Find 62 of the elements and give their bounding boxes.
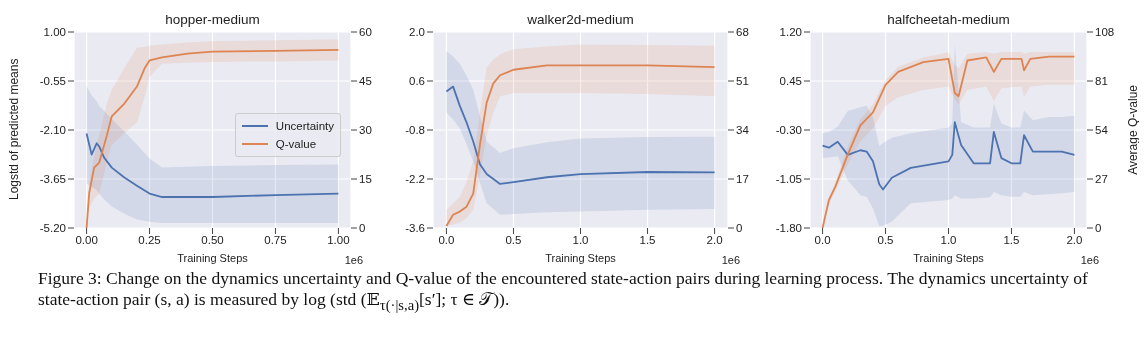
line-series (821, 121, 1076, 191)
y-axis-title: Logstd of predicted means (7, 58, 22, 200)
y2-tick-label: 81 (1095, 75, 1108, 88)
x-tick-label: 2.0 (706, 234, 723, 247)
chart-title: walker2d-medium (526, 12, 635, 27)
text: 1e6 (721, 254, 740, 266)
y-tick-label: 2.0 (409, 26, 425, 39)
x-axis-title: Training Steps (545, 252, 617, 264)
y2-axis-title: Average Q-value (1126, 84, 1141, 175)
caption: Figure 3: Change on the dynamics uncertainty and Q-value of the encountered state-action pairs during learning process. The dynamics uncertainty of state-action pair (s, a) is measured by log (std (𝔼$_{τ(·|s,a)}$[s′]; τ ∈ 𝒯)). (37, 267, 1089, 315)
y-tick-label: 0.45 (779, 75, 802, 88)
y2-tick-label: 27 (1095, 173, 1108, 186)
y2-tick-label: 0 (1095, 222, 1102, 235)
legend-label: Uncertainty (275, 119, 334, 134)
chart-title: halfcheetah-medium (886, 12, 1011, 27)
y-tick-label: -1.05 (775, 173, 802, 186)
y2-tick-label: 15 (359, 173, 372, 186)
y2-tick-label: 34 (736, 124, 750, 137)
y2-tick-label: 60 (359, 26, 372, 39)
y2-tick-label: 54 (1095, 124, 1109, 137)
text: 1e6 (344, 254, 363, 266)
x-tick-label: 1.5 (639, 234, 656, 247)
x-tick-label: 0.0 (814, 234, 831, 247)
y2-tick-label: 0 (359, 222, 366, 235)
y2-tick-label: 0 (736, 222, 743, 235)
y-tick-label: -3.65 (39, 173, 66, 186)
y-tick-label: -0.30 (775, 124, 802, 137)
y-tick-label: 1.20 (779, 26, 802, 39)
x-tick-label: 1.5 (1003, 234, 1020, 247)
y-tick-label: -0.8 (405, 124, 425, 137)
x-tick-label: 0.5 (877, 234, 894, 247)
x-tick-label: 0.75 (264, 234, 287, 247)
x-tick-label: 1.0 (572, 234, 589, 247)
x-tick-label: 1.0 (940, 234, 957, 247)
y-tick-label: -2.10 (39, 124, 66, 137)
x-tick-label: 0.0 (438, 234, 455, 247)
y-tick-label: -0.55 (39, 75, 66, 88)
legend-label: Q-value (275, 137, 317, 152)
y2-tick-label: 30 (359, 124, 372, 137)
y2-tick-label: 68 (736, 26, 749, 39)
y2-tick-label: 51 (736, 75, 749, 88)
x-tick-label: 2.0 (1066, 234, 1083, 247)
y-tick-label: 0.6 (409, 75, 425, 88)
y2-tick-label: 45 (359, 75, 372, 88)
y-tick-label: -2.2 (405, 173, 425, 186)
y2-tick-label: 17 (736, 173, 749, 186)
x-tick-label: 0.5 (505, 234, 522, 247)
line-series (85, 132, 340, 198)
y-tick-label: -3.6 (405, 222, 425, 235)
x-axis-title: Training Steps (177, 252, 249, 264)
x-tick-label: 0.25 (138, 234, 161, 247)
y-tick-label: 1.00 (43, 26, 66, 39)
x-tick-label: 1.00 (327, 234, 350, 247)
x-tick-label: 0.00 (75, 234, 98, 247)
y2-tick-label: 108 (1095, 26, 1115, 39)
x-axis-title: Training Steps (913, 252, 985, 264)
y-tick-label: -1.80 (775, 222, 802, 235)
text: 1e6 (1080, 254, 1099, 266)
x-tick-label: 0.50 (201, 234, 224, 247)
line-series (445, 85, 716, 185)
y-tick-label: -5.20 (39, 222, 66, 235)
chart-title: hopper-medium (164, 12, 261, 27)
